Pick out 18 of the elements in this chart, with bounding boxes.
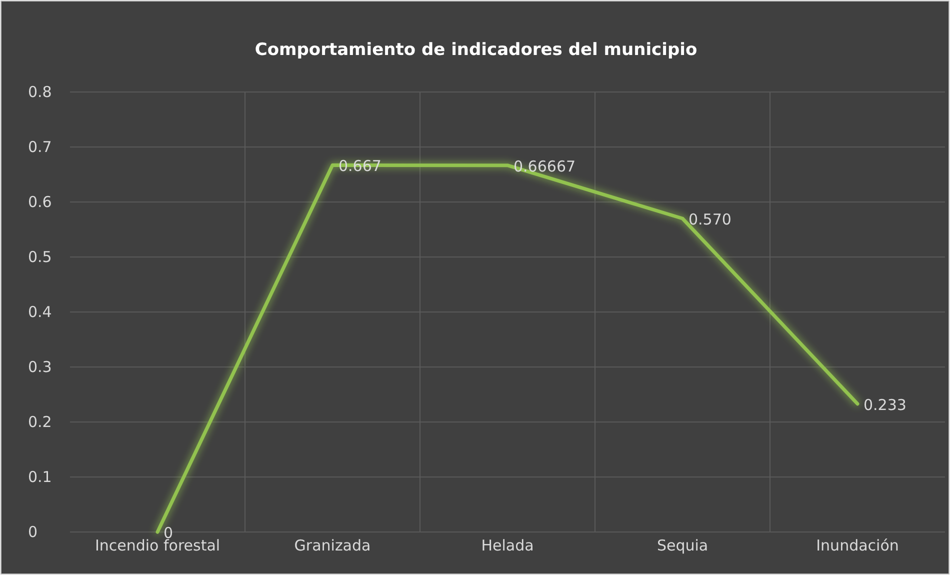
data-label: 0.667: [338, 157, 382, 176]
y-tick-label: 0.3: [28, 358, 52, 376]
y-tick-label: 0.1: [28, 468, 52, 486]
data-label: 0.233: [864, 396, 906, 414]
x-tick-label: Inundación: [816, 536, 899, 555]
data-label: 0.570: [688, 210, 732, 228]
y-tick-label: 0.5: [28, 248, 52, 266]
y-tick-label: 0.4: [28, 302, 52, 321]
x-tick-label: Sequia: [656, 536, 708, 555]
data-label: 0.66667: [514, 157, 576, 176]
chart-title: Comportamiento de indicadores del municipio: [254, 40, 698, 60]
y-tick-label: 0: [28, 522, 38, 541]
y-tick-label: 0.7: [28, 138, 52, 156]
y-tick-label: 0.2: [28, 412, 52, 431]
y-tick-label: 0.8: [28, 82, 52, 101]
x-tick-label: Granizada: [294, 536, 371, 555]
x-tick-label: Helada: [481, 536, 534, 555]
y-tick-label: 0.6: [28, 192, 52, 211]
